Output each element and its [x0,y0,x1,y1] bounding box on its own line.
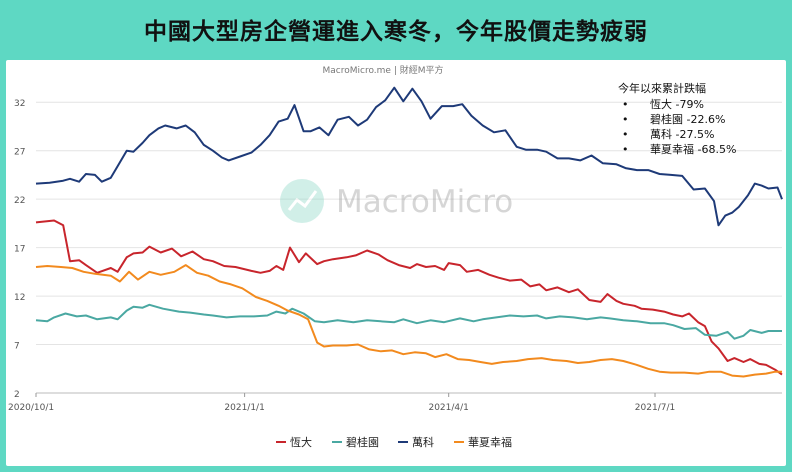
watermark-chart-icon [287,190,318,211]
y-tick-label: 32 [14,99,25,109]
x-tick-label: 2021/4/1 [428,403,468,413]
x-axis: 2020/10/1 2021/1/1 2021/4/1 2021/7/1 [8,392,782,413]
watermark-text: MacroMicro [336,184,513,220]
y-tick-label: 7 [14,342,20,352]
watermark: MacroMicro [280,179,513,223]
annotation-item: 碧桂園 -22.6% [650,112,725,126]
y-tick-label: 2 [14,390,20,400]
annotation-item: 萬科 -27.5% [650,127,714,141]
y-tick-label: 22 [14,196,25,206]
series-line [35,303,782,340]
legend-label: 華夏幸福 [468,435,512,449]
x-tick-label: 2020/10/1 [8,403,54,413]
y-tick-label: 27 [14,148,25,158]
grid-lines [36,101,782,394]
y-tick-label: 17 [14,245,25,255]
annotation-item: 恆大 -79% [650,97,704,111]
annotation-bullet: • [622,143,629,156]
legend-label: 碧桂園 [346,435,379,449]
annotation-bullet: • [622,113,629,126]
y-tick-label: 12 [14,293,25,303]
chart-panel: 2 7 12 17 22 27 32 2020/10/1 2021/1/1 2021/4/1 20… [6,60,786,466]
x-tick-label: 2021/1/1 [224,403,264,413]
annotation-bullet: • [622,98,629,111]
annotation-heading: 今年以來累計跌幅 [618,81,706,95]
legend-label: 萬科 [412,435,434,449]
annotation-bullet: • [622,128,629,141]
series-layer [35,86,783,378]
chart-title: 中國大型房企營運進入寒冬，今年股價走勢疲弱 [144,19,648,45]
legend-label: 恆大 [290,435,312,449]
series-line [35,264,782,378]
annotation-item: 華夏幸福 -68.5% [650,142,736,156]
series-line [35,219,783,376]
source-label: MacroMicro.me | 財經M平方 [323,64,444,76]
legend: 恆大 碧桂園 萬科 華夏幸福 [276,435,512,449]
annotation-box: 今年以來累計跌幅 • 恆大 -79% • 碧桂園 -22.6% • 萬科 -27.5% • 華… [618,81,736,156]
x-tick-label: 2021/7/1 [635,403,675,413]
series-line [35,86,783,227]
watermark-logo-icon [280,179,324,223]
